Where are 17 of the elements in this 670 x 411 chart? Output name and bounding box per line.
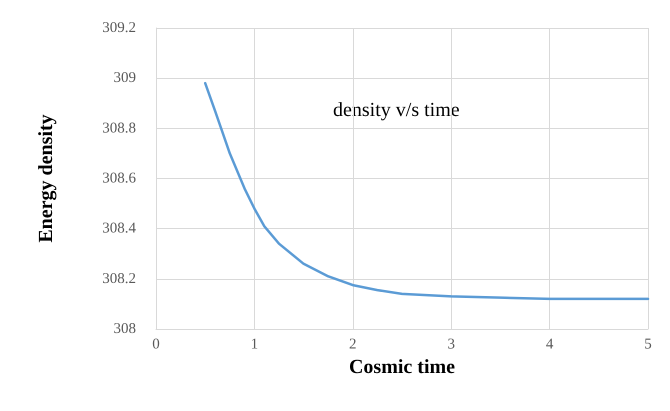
x-tick-label: 0 bbox=[152, 336, 160, 352]
x-tick-label: 4 bbox=[546, 336, 554, 352]
y-tick-label: 308.2 bbox=[102, 270, 136, 287]
x-tick-label: 2 bbox=[349, 336, 357, 352]
x-tick-label: 1 bbox=[250, 336, 258, 352]
y-tick-label: 308.6 bbox=[102, 170, 136, 186]
y-tick-label: 308.8 bbox=[102, 120, 136, 136]
y-tick-label: 309.2 bbox=[102, 20, 136, 36]
y-tick-label: 308 bbox=[114, 321, 136, 337]
x-axis-title: Cosmic time bbox=[348, 356, 456, 378]
x-tick-label: 3 bbox=[447, 336, 455, 352]
y-axis-title: Energy density bbox=[35, 114, 57, 243]
x-tick-label: 5 bbox=[644, 336, 652, 352]
annotation: density v/s time bbox=[333, 99, 460, 121]
y-tick-label: 309 bbox=[114, 70, 136, 86]
y-tick-label: 308.4 bbox=[102, 220, 136, 237]
line-series bbox=[204, 82, 650, 300]
